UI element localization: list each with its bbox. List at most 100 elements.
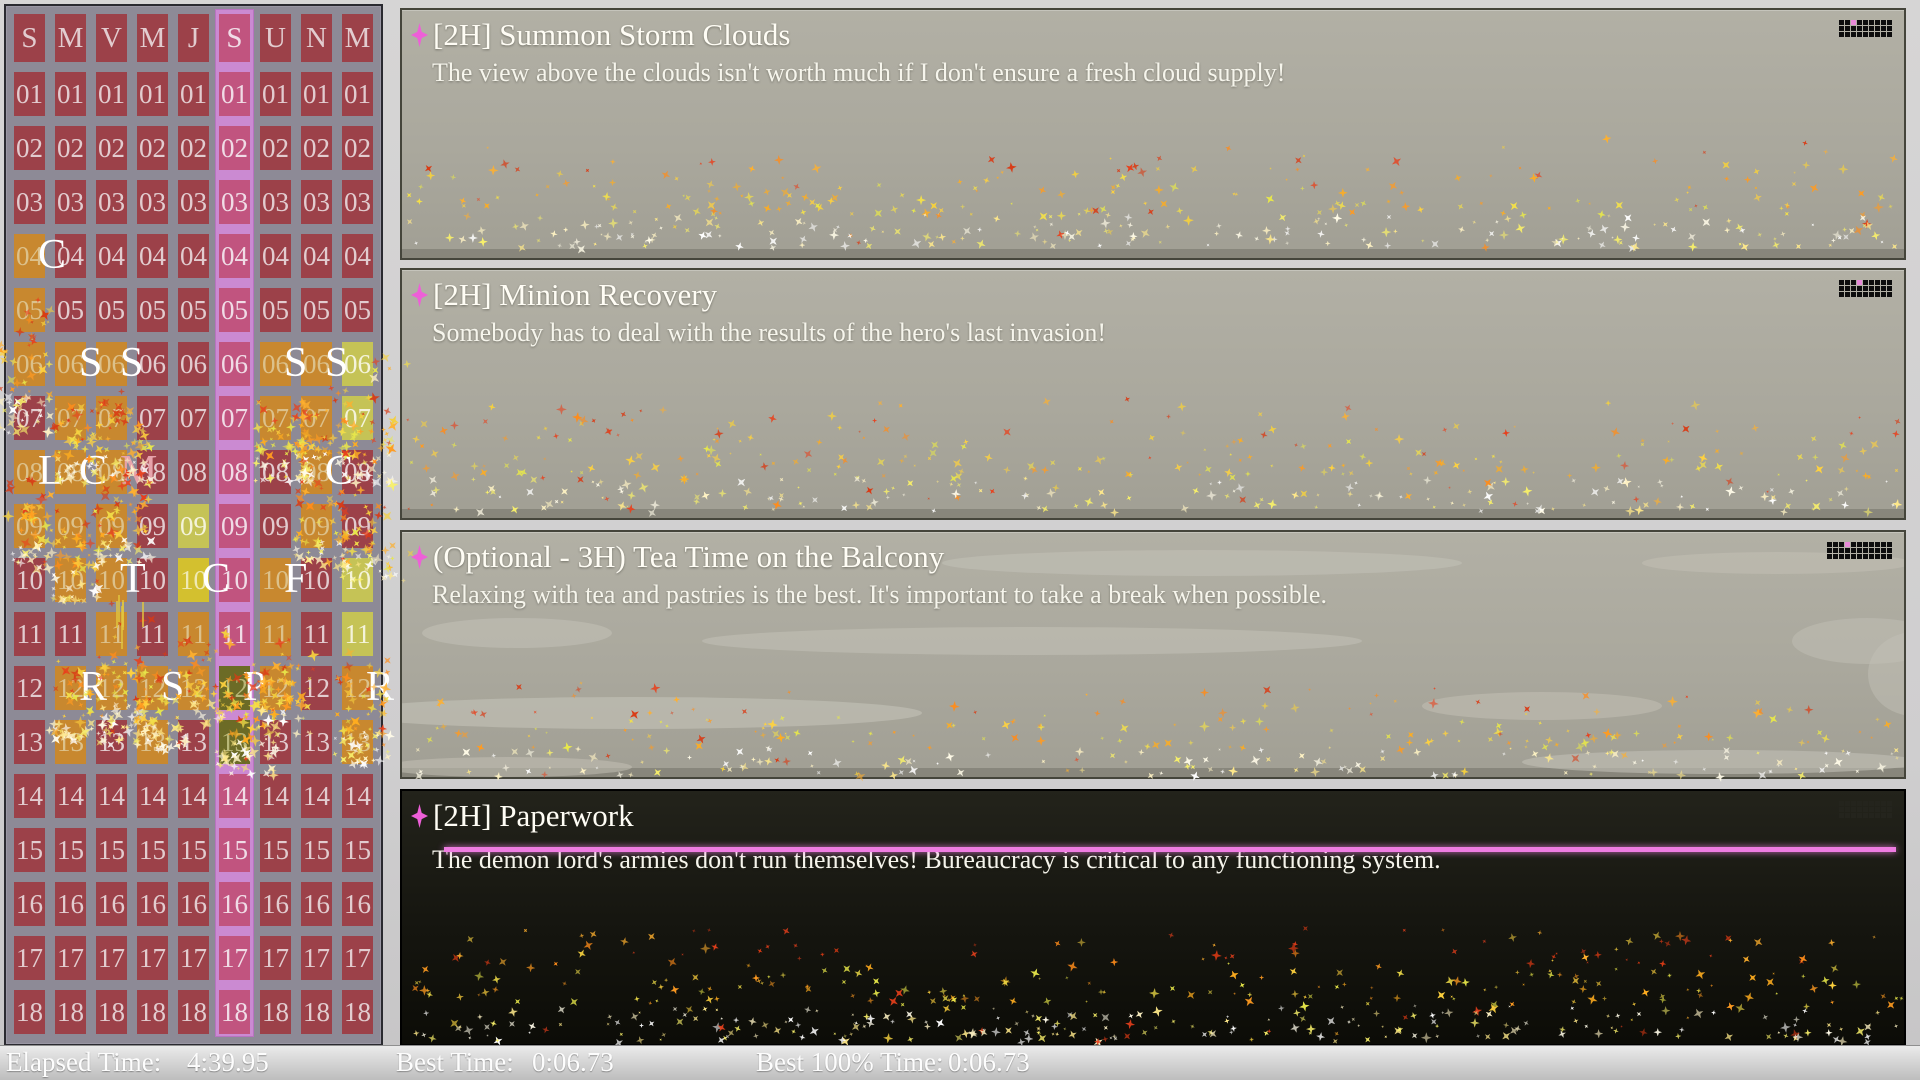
calendar-cell[interactable]: 15: [55, 828, 86, 872]
calendar-cell[interactable]: 02: [14, 126, 45, 170]
calendar-cell[interactable]: 05: [137, 288, 168, 332]
calendar-cell[interactable]: 06: [14, 342, 45, 386]
calendar-cell[interactable]: 18: [178, 990, 209, 1034]
calendar-cell[interactable]: 17: [342, 936, 373, 980]
calendar-cell[interactable]: 13: [55, 720, 86, 764]
calendar-cell[interactable]: 01: [137, 72, 168, 116]
calendar-cell[interactable]: 03: [137, 180, 168, 224]
calendar-cell[interactable]: 04: [342, 234, 373, 278]
calendar-cell[interactable]: 07: [178, 396, 209, 440]
calendar-cell[interactable]: 11: [301, 612, 332, 656]
calendar-cell[interactable]: 14: [301, 774, 332, 818]
calendar-cell[interactable]: 15: [301, 828, 332, 872]
calendar-cell[interactable]: 07: [14, 396, 45, 440]
calendar-cell[interactable]: 12: [301, 666, 332, 710]
calendar-cell[interactable]: 17: [301, 936, 332, 980]
calendar-cell[interactable]: 04: [301, 234, 332, 278]
calendar-cell[interactable]: 14: [14, 774, 45, 818]
calendar-cell[interactable]: 06: [96, 342, 127, 386]
calendar-cell[interactable]: 10: [260, 558, 291, 602]
calendar-cell[interactable]: 04: [219, 234, 250, 278]
calendar-cell[interactable]: 04: [55, 234, 86, 278]
calendar-day-header[interactable]: U: [260, 14, 291, 62]
calendar-day-header[interactable]: V: [96, 14, 127, 62]
calendar-cell[interactable]: 04: [96, 234, 127, 278]
calendar-cell[interactable]: 02: [137, 126, 168, 170]
calendar-cell[interactable]: 06: [55, 342, 86, 386]
calendar-day-header[interactable]: S: [219, 14, 250, 62]
calendar-cell[interactable]: 16: [260, 882, 291, 926]
calendar-cell[interactable]: 18: [301, 990, 332, 1034]
calendar-cell[interactable]: 05: [342, 288, 373, 332]
calendar-cell[interactable]: 05: [96, 288, 127, 332]
calendar-cell[interactable]: 02: [219, 126, 250, 170]
calendar-cell[interactable]: 14: [260, 774, 291, 818]
calendar-cell[interactable]: 16: [55, 882, 86, 926]
calendar-cell[interactable]: 16: [301, 882, 332, 926]
calendar-day-header[interactable]: M: [342, 14, 373, 62]
calendar-cell[interactable]: 18: [342, 990, 373, 1034]
calendar-cell[interactable]: 13: [301, 720, 332, 764]
calendar-cell[interactable]: 09: [96, 504, 127, 548]
calendar-cell[interactable]: 17: [96, 936, 127, 980]
calendar-cell[interactable]: 06: [219, 342, 250, 386]
calendar-cell[interactable]: 10: [342, 558, 373, 602]
task-panel-tea-time[interactable]: (Optional - 3H) Tea Time on the Balcony …: [400, 530, 1906, 779]
calendar-cell[interactable]: 04: [137, 234, 168, 278]
calendar-cell[interactable]: 09: [342, 504, 373, 548]
calendar-cell[interactable]: 01: [55, 72, 86, 116]
calendar-cell[interactable]: 06: [178, 342, 209, 386]
calendar-cell[interactable]: 05: [219, 288, 250, 332]
calendar-cell[interactable]: 07: [96, 396, 127, 440]
calendar-cell[interactable]: 03: [219, 180, 250, 224]
calendar-cell[interactable]: 18: [260, 990, 291, 1034]
calendar-cell[interactable]: 11: [55, 612, 86, 656]
calendar-cell[interactable]: 18: [14, 990, 45, 1034]
calendar-cell[interactable]: 02: [55, 126, 86, 170]
calendar-cell[interactable]: 03: [96, 180, 127, 224]
calendar-cell[interactable]: 13: [178, 720, 209, 764]
calendar-cell[interactable]: 16: [14, 882, 45, 926]
calendar-cell[interactable]: 08: [260, 450, 291, 494]
calendar-cell[interactable]: 09: [178, 504, 209, 548]
calendar-cell[interactable]: 12: [14, 666, 45, 710]
calendar-cell[interactable]: 16: [96, 882, 127, 926]
calendar-cell[interactable]: 01: [260, 72, 291, 116]
calendar-cell[interactable]: 17: [14, 936, 45, 980]
calendar-cell[interactable]: 15: [219, 828, 250, 872]
calendar-cell[interactable]: 03: [55, 180, 86, 224]
calendar-cell[interactable]: 10: [137, 558, 168, 602]
calendar-cell[interactable]: 14: [342, 774, 373, 818]
calendar-cell[interactable]: 17: [137, 936, 168, 980]
calendar-cell[interactable]: 11: [96, 612, 127, 656]
calendar-cell[interactable]: 17: [178, 936, 209, 980]
calendar-cell[interactable]: 03: [342, 180, 373, 224]
calendar-cell[interactable]: 16: [342, 882, 373, 926]
calendar-cell[interactable]: 14: [137, 774, 168, 818]
calendar-cell[interactable]: 11: [137, 612, 168, 656]
calendar-cell[interactable]: 01: [178, 72, 209, 116]
calendar-cell[interactable]: 03: [14, 180, 45, 224]
calendar-cell[interactable]: 15: [96, 828, 127, 872]
calendar-cell[interactable]: 14: [96, 774, 127, 818]
calendar-cell[interactable]: 11: [342, 612, 373, 656]
calendar-cell[interactable]: 17: [55, 936, 86, 980]
calendar-cell[interactable]: 07: [137, 396, 168, 440]
calendar-cell[interactable]: 14: [219, 774, 250, 818]
calendar-cell[interactable]: 13: [14, 720, 45, 764]
calendar-cell[interactable]: 14: [55, 774, 86, 818]
calendar-cell[interactable]: 08: [178, 450, 209, 494]
calendar-cell[interactable]: 01: [96, 72, 127, 116]
calendar-cell[interactable]: 05: [14, 288, 45, 332]
calendar-cell[interactable]: 02: [260, 126, 291, 170]
calendar-day-header[interactable]: N: [301, 14, 332, 62]
calendar-cell[interactable]: 07: [342, 396, 373, 440]
calendar-cell[interactable]: 05: [260, 288, 291, 332]
calendar-cell[interactable]: 18: [96, 990, 127, 1034]
calendar-cell[interactable]: 03: [260, 180, 291, 224]
calendar-cell[interactable]: 02: [342, 126, 373, 170]
calendar-cell[interactable]: 16: [178, 882, 209, 926]
calendar-cell[interactable]: 01: [301, 72, 332, 116]
calendar-cell[interactable]: 08: [219, 450, 250, 494]
calendar-cell[interactable]: 04: [260, 234, 291, 278]
